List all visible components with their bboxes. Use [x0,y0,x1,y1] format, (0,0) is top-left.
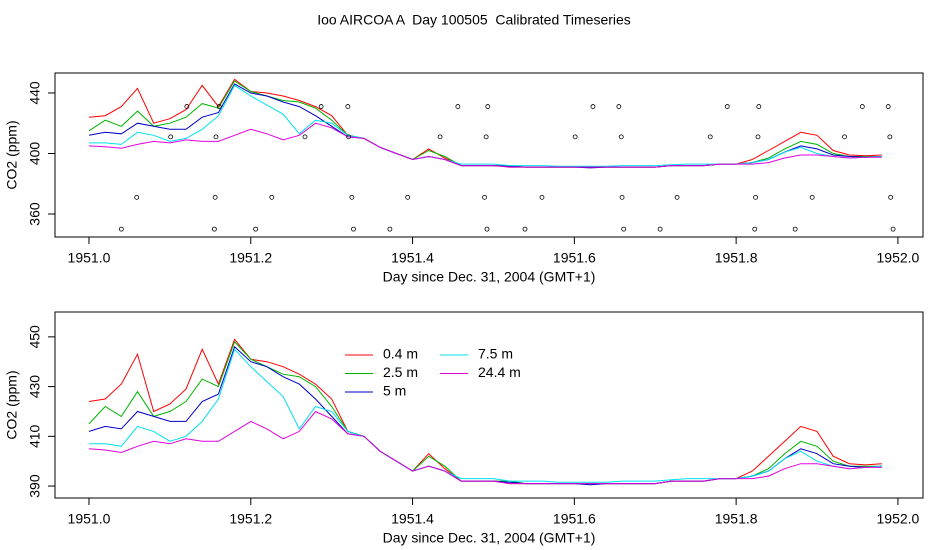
legend-label: 0.4 m [383,346,418,362]
data-point [887,134,893,140]
data-point [483,134,489,140]
data-point [405,194,411,200]
chart-title: Ioo AIRCOA A Day 100505 Calibrated Times… [317,12,631,28]
y-tick-label: 440 [27,81,43,105]
legend-label: 24.4 m [478,364,521,380]
data-point [455,104,461,109]
data-point [885,104,891,109]
x-tick-label: 1951.6 [553,250,596,266]
data-point [618,134,624,140]
data-point [168,134,174,140]
data-point [539,194,545,200]
data-point [753,194,758,200]
data-point [211,226,217,232]
x-tick-label: 1952.0 [877,511,920,527]
data-point [619,194,625,200]
data-point [724,104,730,109]
data-point [842,134,847,140]
series-line [89,348,882,483]
y-tick-label: 430 [27,375,43,399]
series-line [88,410,882,485]
data-point [755,134,761,140]
data-point [345,104,351,109]
data-point [888,194,894,200]
x-axis-label: Day since Dec. 31, 2004 (GMT+1) [383,530,596,546]
legend-label: 5 m [383,383,406,399]
x-tick-label: 1952.0 [877,250,920,266]
y-axis-label: CO2 (ppm) [4,120,20,189]
data-point [437,134,443,140]
data-point [302,134,308,140]
x-tick-label: 1951.2 [229,511,272,527]
data-point [621,226,627,232]
x-tick-label: 1951.0 [68,250,111,266]
data-point [657,226,663,232]
plot-frame [54,311,924,499]
data-point [590,104,596,109]
x-tick-label: 1951.4 [391,511,434,527]
y-axis-label: CO2 (ppm) [4,370,20,439]
data-point [485,104,491,109]
data-point [707,134,713,140]
data-point [349,194,355,200]
data-point [118,226,124,232]
data-point [752,226,758,232]
data-point [269,194,275,200]
y-tick-label: 410 [27,424,43,448]
data-point [216,104,222,109]
plot-frame [54,72,924,238]
data-point [859,104,865,109]
x-tick-label: 1951.2 [229,250,272,266]
data-point [351,226,356,232]
x-tick-label: 1951.8 [715,250,758,266]
legend-label: 7.5 m [478,346,513,362]
data-point [318,104,324,109]
x-tick-label: 1951.8 [715,511,758,527]
data-point [484,226,490,232]
series-line [89,84,882,167]
x-tick-label: 1951.6 [553,511,596,527]
data-point [482,194,487,200]
x-tick-label: 1951.4 [391,250,434,266]
data-point [522,226,528,232]
data-point [212,194,218,200]
data-point [572,134,578,140]
y-tick-label: 450 [27,325,43,349]
data-point [213,134,219,140]
data-point [134,194,140,200]
y-tick-label: 360 [27,202,43,226]
data-point [253,226,259,232]
data-point [674,194,680,200]
data-point [616,104,622,109]
x-tick-label: 1951.0 [68,511,111,527]
y-tick-label: 390 [27,474,43,498]
data-point [346,134,352,140]
y-tick-label: 400 [27,142,43,166]
legend-label: 2.5 m [383,364,418,380]
data-point [756,104,762,109]
data-point [387,226,393,232]
data-point [792,226,798,232]
data-point [184,104,190,109]
series-line [88,122,882,168]
data-point [809,194,815,200]
data-point [890,226,896,232]
x-axis-label: Day since Dec. 31, 2004 (GMT+1) [383,269,596,285]
